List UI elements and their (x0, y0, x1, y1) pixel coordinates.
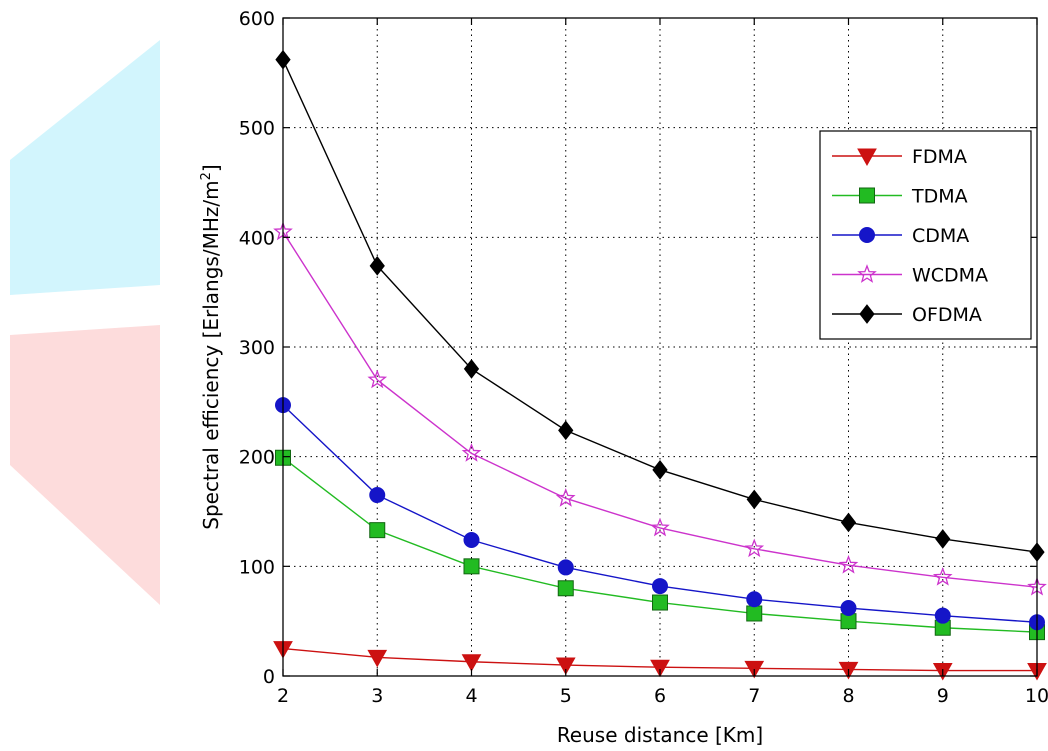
data-point-wcdma (555, 488, 576, 507)
data-point-cdma (746, 591, 763, 608)
series-line-wcdma (282, 231, 1038, 588)
y-tick-label: 400 (239, 227, 275, 249)
data-point-cdma (369, 487, 386, 504)
series-ofdma (275, 49, 1045, 562)
x-tick-label: 9 (937, 685, 949, 707)
x-axis-label: Reuse distance [Km] (557, 723, 763, 747)
data-point-wcdma (367, 369, 388, 389)
data-point-wcdma (838, 554, 859, 574)
y-axis-label: Spectral efficiency [Erlangs/MHz/m2] (199, 164, 223, 529)
x-tick-label: 2 (277, 685, 289, 707)
x-tick-label: 7 (748, 685, 760, 707)
y-axis-label-superscript: 2 (199, 172, 214, 180)
y-tick-label: 300 (239, 337, 275, 359)
y-tick-label: 100 (239, 556, 275, 578)
data-point-tdma (652, 594, 668, 611)
y-tick-label: 200 (239, 447, 275, 469)
watermark-cyan-shape (10, 40, 160, 295)
y-axis-label-main: Spectral efficiency [Erlangs/MHz/m (199, 180, 223, 529)
data-point-tdma (463, 558, 480, 575)
data-point-wcdma (650, 517, 670, 537)
x-tick-label: 3 (371, 685, 383, 707)
data-point-ofdma (935, 529, 951, 549)
y-tick-label: 0 (263, 666, 275, 688)
data-point-wcdma (744, 538, 765, 558)
legend-box (819, 130, 1032, 340)
data-point-ofdma (652, 460, 668, 480)
legend: FDMA TDMA CDMA WCDMA OFDMA (819, 130, 1032, 340)
data-point-cdma (934, 607, 951, 624)
legend-marker-cdma (859, 227, 875, 243)
data-point-cdma (840, 600, 857, 617)
data-point-cdma (652, 578, 668, 595)
data-point-tdma (557, 580, 574, 597)
x-tick-label: 10 (1025, 685, 1048, 707)
x-tick-label: 6 (654, 685, 666, 707)
y-axis-label-close: ] (199, 164, 223, 172)
series-layer (273, 49, 1047, 681)
data-point-ofdma (463, 359, 480, 379)
grid (283, 18, 1037, 676)
series-cdma (275, 397, 1045, 631)
data-point-cdma (557, 559, 574, 576)
plot-area (283, 18, 1037, 676)
data-point-ofdma (746, 489, 762, 510)
data-point-ofdma (840, 512, 857, 533)
legend-label-fdma: FDMA (912, 146, 967, 168)
data-point-fdma (461, 654, 482, 672)
watermark-logo (10, 40, 160, 605)
data-point-ofdma (558, 420, 574, 441)
legend-label-tdma: TDMA (911, 186, 968, 208)
data-point-tdma (746, 605, 763, 622)
data-point-fdma (367, 649, 388, 668)
data-point-wcdma (932, 566, 953, 586)
data-point-tdma (369, 522, 386, 539)
legend-label-ofdma: OFDMA (912, 304, 982, 326)
plot-frame (282, 17, 1038, 677)
y-tick-label: 600 (239, 8, 275, 30)
legend-marker-wcdma (857, 264, 877, 283)
y-tick-label: 500 (239, 118, 275, 140)
legend-label-cdma: CDMA (912, 225, 969, 247)
x-tick-label: 8 (842, 685, 854, 707)
legend-label-wcdma: WCDMA (912, 265, 988, 287)
legend-marker-fdma (857, 148, 877, 167)
series-wcdma (273, 221, 1047, 596)
data-point-fdma (555, 657, 576, 676)
watermark-red-shape (10, 325, 160, 605)
data-point-cdma (463, 532, 480, 549)
legend-marker-tdma (859, 187, 875, 204)
x-tick-label: 5 (560, 685, 572, 707)
legend-marker-ofdma (859, 304, 875, 324)
data-point-wcdma (461, 443, 482, 462)
x-tick-label: 4 (465, 685, 477, 707)
data-point-fdma (650, 659, 670, 678)
data-point-ofdma (369, 256, 385, 276)
